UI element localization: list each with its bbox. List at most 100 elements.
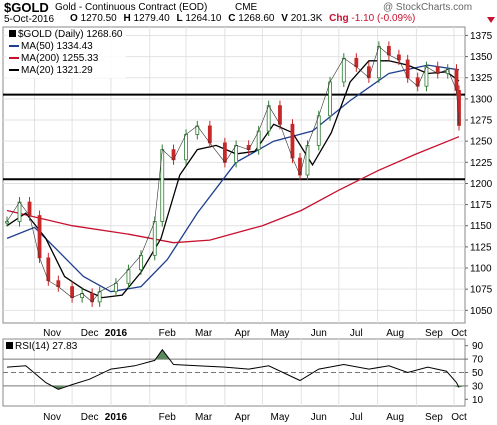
rsi-x-tick-label: Oct [451, 412, 467, 423]
legend-main-label: $GOLD (Daily) 1268.60 [18, 29, 123, 40]
high-value: 1279.40 [133, 13, 170, 24]
change-label: Chg [329, 13, 349, 24]
rsi-x-tick-label: Aug [386, 412, 404, 423]
price-bar-body [126, 269, 131, 284]
price-x-tick-label: Dec [81, 328, 99, 339]
price-x-tick-label: Nov [43, 328, 61, 339]
price-y-tick-label: 1375 [470, 31, 493, 42]
volume-label: V [281, 13, 288, 24]
rsi-x-tick-label: Nov [43, 412, 61, 423]
rsi-y-tick-label: 50 [472, 368, 484, 379]
price-x-tick-label: Aug [386, 328, 404, 339]
price-bar-body [114, 282, 118, 293]
open-label: O [70, 13, 78, 24]
price-y-tick-label: 1225 [470, 158, 493, 169]
rsi-x-tick-label: 2016 [105, 412, 128, 423]
price-bar-body [354, 57, 359, 68]
rsi-x-tick-label: Jul [350, 412, 363, 423]
close-label: C [228, 13, 236, 24]
price-bar-body [376, 46, 381, 79]
legend-ma200-label: MA(200) 1255.33 [21, 53, 99, 64]
price-y-axis: 1050 1075 1100 1125 1150 1175 1200 1225 1250 1275… [465, 31, 493, 317]
rsi-y-tick-label: 90 [472, 341, 484, 352]
price-x-tick-label: 2016 [105, 328, 128, 339]
price-bar-body [5, 221, 9, 224]
ma200-line [6, 136, 460, 244]
rsi-x-tick-label: Feb [159, 412, 177, 423]
rsi-x-tick-label: Dec [81, 412, 99, 423]
price-y-tick-label: 1325 [470, 73, 493, 84]
legend-price-swatch [9, 30, 16, 37]
price-y-tick-label: 1100 [470, 264, 492, 275]
price-bars [5, 41, 461, 307]
support-resistance-lines [3, 93, 465, 181]
rsi-label: RSI(14) 27.83 [6, 341, 77, 352]
price-y-tick-label: 1200 [470, 179, 493, 190]
open-value: 1270.50 [80, 13, 117, 24]
price-y-tick-label: 1250 [470, 137, 493, 148]
legend-ma200-swatch [9, 57, 19, 60]
price-bar-body [184, 134, 188, 161]
legend-ma50-swatch [9, 45, 19, 48]
price-bar-body [316, 115, 321, 146]
rsi-y-tick-label: 70 [472, 355, 484, 366]
price-x-tick-label: Jun [311, 328, 327, 339]
rsi-line-layer [6, 348, 466, 390]
quote-row: O 1270.50 H 1279.40 L 1264.10 C 1268.60 … [70, 13, 415, 24]
price-bar-body [290, 123, 295, 159]
price-bar-body [17, 201, 22, 222]
price-bar-body [152, 221, 157, 256]
volume-value: 201.3K [290, 13, 323, 24]
price-x-tick-label: Oct [451, 328, 467, 339]
rsi-x-tick-label: Jun [311, 412, 327, 423]
symbol-description: Gold - Continuous Contract (EOD) [55, 2, 208, 13]
price-y-tick-label: 1350 [470, 52, 493, 63]
price-x-tick-label: Sep [425, 328, 443, 339]
legend-ma20-swatch [9, 69, 19, 72]
price-x-tick-label: Jul [350, 328, 363, 339]
rsi-y-tick-label: 10 [472, 395, 484, 406]
low-label: L [176, 13, 183, 24]
change-down-arrow-icon [487, 17, 495, 23]
chart-legend: $GOLD (Daily) 1268.60 MA(50) 1334.43 MA(… [6, 28, 126, 78]
rsi-x-tick-label: Mar [195, 412, 213, 423]
price-bar-body [27, 201, 32, 216]
rsi-x-tick-label: Sep [425, 412, 443, 423]
legend-ma50: MA(50) 1334.43 [9, 41, 123, 53]
price-bar-body [207, 125, 212, 144]
rsi-swatch [6, 342, 13, 349]
high-label: H [123, 13, 131, 24]
price-bar-body [435, 66, 440, 74]
rsi-x-tick-label: May [270, 412, 289, 423]
price-y-tick-label: 1300 [470, 94, 493, 105]
price-bar-body [366, 66, 371, 79]
rsi-grid [3, 339, 465, 406]
price-bar-body [341, 57, 346, 83]
price-x-tick-label: Feb [159, 328, 177, 339]
price-bar-body [222, 142, 227, 163]
price-y-tick-label: 1075 [470, 285, 493, 296]
legend-ma20: MA(20) 1321.29 [9, 65, 123, 77]
rsi-y-tick-label: 30 [472, 381, 484, 392]
price-bar-body [139, 254, 143, 271]
rsi-line [6, 348, 460, 390]
price-bar-body [37, 215, 42, 259]
price-bar-body [70, 286, 75, 299]
legend-main: $GOLD (Daily) 1268.60 [9, 29, 123, 41]
price-bar-body [234, 144, 239, 163]
price-x-axis: Nov Dec 2016 Feb Mar Apr May Jun Jul Aug Sep Oct [43, 328, 467, 339]
rsi-label-text: RSI(14) 27.83 [15, 341, 78, 352]
price-y-tick-label: 1125 [470, 242, 492, 253]
low-value: 1264.10 [185, 13, 222, 24]
close-value: 1268.60 [238, 13, 275, 24]
price-bar-body [256, 130, 261, 151]
rsi-y-axis: 10 30 50 70 90 [465, 341, 484, 406]
price-y-tick-label: 1150 [470, 221, 492, 232]
price-bar-body [278, 105, 282, 125]
rsi-x-axis: Nov Dec 2016 Feb Mar Apr May Jun Jul Aug Sep Oct [43, 412, 467, 423]
ma50-line [6, 64, 460, 293]
rsi-x-tick-label: Apr [235, 412, 251, 423]
rsi-overbought-fill [155, 349, 170, 360]
price-x-tick-label: Mar [195, 328, 213, 339]
symbol-title: $GOLD [4, 0, 49, 15]
